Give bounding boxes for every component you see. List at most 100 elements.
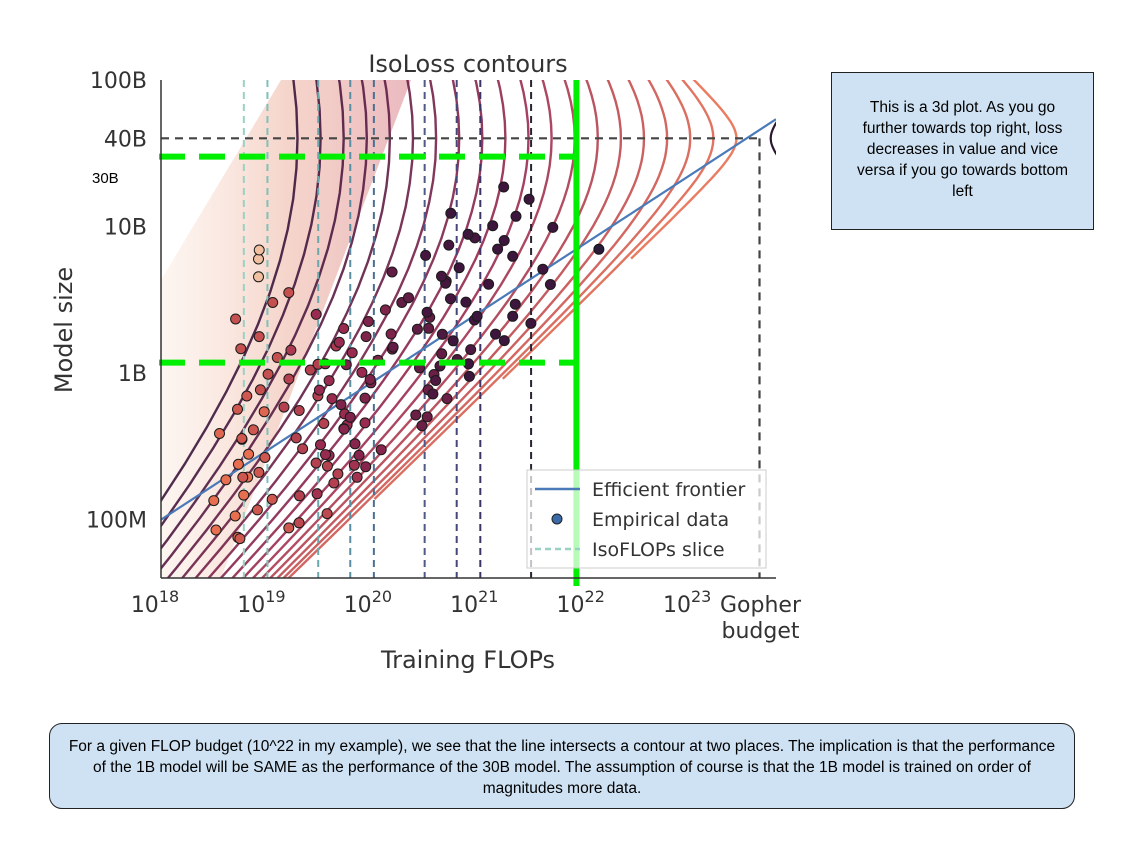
empirical-point — [253, 271, 264, 283]
empirical-point — [544, 279, 556, 290]
contour-line — [275, 80, 623, 578]
empirical-point — [304, 364, 316, 376]
empirical-point — [525, 317, 537, 329]
empirical-point — [214, 428, 225, 439]
empirical-point — [348, 459, 360, 471]
empirical-point — [523, 193, 535, 205]
empirical-point — [232, 403, 243, 415]
y-tick-label: 10B — [104, 216, 147, 241]
empirical-point — [285, 344, 297, 356]
empirical-point — [247, 424, 259, 436]
empirical-point — [326, 393, 338, 405]
y-tick-label: 100B — [90, 69, 147, 94]
empirical-point — [471, 310, 483, 322]
empirical-point — [344, 411, 356, 423]
empirical-point — [235, 343, 247, 355]
empirical-point — [293, 405, 305, 416]
empirical-point — [507, 250, 519, 262]
contour-line — [194, 80, 438, 578]
empirical-point — [487, 220, 499, 232]
chart-title: IsoLoss contours — [368, 50, 567, 78]
empirical-point — [462, 228, 474, 240]
empirical-point — [375, 444, 387, 456]
empirical-point — [362, 316, 374, 327]
empirical-point — [238, 489, 250, 501]
y-tick-label: 1B — [118, 362, 147, 387]
empirical-point — [310, 457, 322, 469]
empirical-point — [593, 243, 605, 255]
empirical-point — [229, 510, 241, 522]
empirical-point — [338, 423, 350, 435]
empirical-point — [259, 452, 271, 463]
empirical-point — [253, 466, 265, 478]
empirical-point — [283, 287, 295, 299]
empirical-point — [333, 336, 345, 348]
empirical-point — [453, 262, 465, 274]
y-axis-label: Model size — [50, 267, 78, 393]
empirical-point — [420, 249, 432, 261]
empirical-point — [465, 344, 477, 356]
x-tick-label: 1023 — [663, 587, 711, 618]
empirical-point — [403, 292, 414, 304]
y-tick-label: 100M — [86, 509, 147, 534]
empirical-point — [537, 263, 549, 275]
empirical-point — [237, 471, 249, 483]
empirical-point — [498, 235, 510, 246]
empirical-point — [483, 278, 495, 290]
empirical-point — [509, 298, 521, 310]
x-tick-gopher-budget: Gopher — [720, 593, 802, 618]
empirical-point — [436, 328, 448, 340]
empirical-point — [232, 458, 244, 470]
empirical-point — [253, 244, 265, 256]
x-tick-label: 1018 — [131, 587, 179, 618]
x-tick-label: 1020 — [344, 587, 392, 618]
contour-line — [161, 80, 299, 503]
empirical-point — [411, 323, 423, 335]
empirical-point — [386, 266, 398, 278]
legend-slice-label: IsoFLOPs slice — [592, 539, 725, 561]
empirical-point — [321, 460, 333, 472]
empirical-point — [463, 370, 475, 382]
empirical-point — [445, 293, 456, 305]
empirical-point — [293, 517, 305, 529]
empirical-point — [410, 409, 422, 421]
contour-line — [230, 80, 507, 578]
empirical-point — [427, 388, 439, 400]
empirical-point — [220, 474, 232, 486]
empirical-point — [359, 417, 371, 429]
empirical-point — [283, 373, 295, 385]
empirical-points — [208, 181, 605, 545]
empirical-point — [323, 375, 335, 387]
empirical-point — [460, 296, 472, 308]
empirical-point — [430, 375, 442, 386]
contour-line — [219, 80, 484, 578]
empirical-point — [254, 384, 266, 396]
empirical-point — [290, 432, 302, 444]
legend: Efficient frontier Empirical data IsoFLO… — [526, 469, 767, 569]
empirical-point — [320, 449, 331, 461]
empirical-point — [310, 308, 322, 320]
empirical-point — [243, 448, 255, 460]
empirical-point — [490, 328, 501, 340]
empirical-point — [353, 449, 365, 461]
contour-band — [161, 80, 411, 578]
empirical-point — [463, 358, 474, 370]
plot-area — [161, 80, 776, 578]
legend-empirical-swatch — [551, 513, 563, 525]
empirical-point — [251, 504, 263, 516]
y-tick-labels: 100M 1B 10B 40B 100B — [86, 69, 147, 534]
empirical-point — [359, 392, 371, 404]
empirical-point — [321, 508, 333, 520]
empirical-point — [241, 390, 253, 402]
empirical-point — [234, 533, 246, 545]
empirical-point — [236, 433, 248, 444]
empirical-point — [421, 306, 433, 318]
empirical-point — [360, 461, 372, 473]
empirical-point — [262, 368, 274, 380]
empirical-point — [447, 335, 459, 347]
y-tick-label: 40B — [104, 127, 147, 152]
contour-line — [373, 80, 692, 500]
empirical-point — [498, 181, 510, 193]
empirical-point — [210, 524, 222, 536]
